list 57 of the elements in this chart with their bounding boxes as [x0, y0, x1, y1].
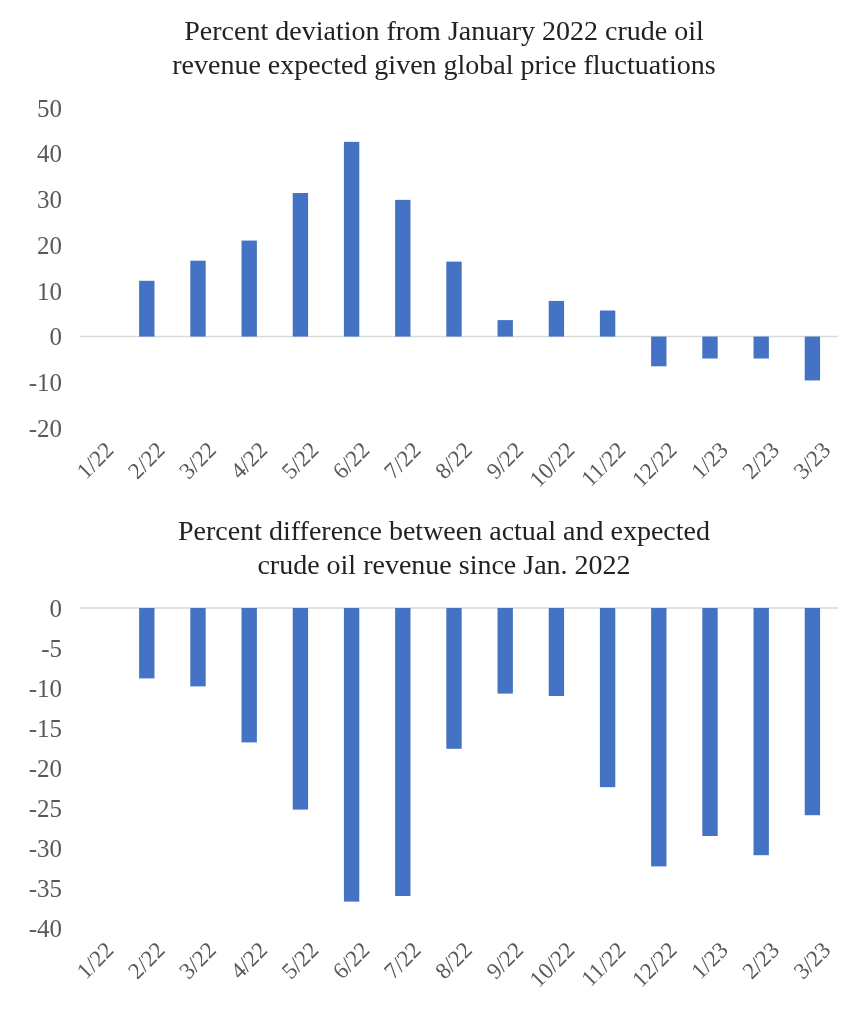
y-tick-label: -40	[28, 914, 62, 942]
bar	[497, 320, 513, 337]
x-tick-label: 9/22	[481, 437, 529, 484]
x-tick-label: 7/22	[379, 437, 426, 484]
y-tick-label: 0	[49, 594, 62, 622]
y-tick-label: -30	[28, 834, 62, 862]
x-tick-label: 3/23	[788, 937, 836, 984]
x-tick-label: 3/22	[174, 437, 221, 484]
y-tick-label: 10	[37, 277, 62, 305]
x-tick-label: 1/23	[686, 937, 733, 984]
y-tick-label: -35	[28, 874, 62, 902]
bar	[651, 336, 667, 367]
bar	[190, 260, 206, 337]
y-tick-label: -20	[28, 414, 62, 442]
x-tick-label: 3/22	[174, 937, 221, 984]
x-tick-label: 4/22	[225, 437, 273, 484]
x-tick-label: 9/22	[481, 937, 529, 984]
bar	[753, 336, 769, 359]
y-tick-label: 0	[49, 323, 62, 351]
bar	[241, 240, 257, 337]
x-tick-label: 8/22	[430, 437, 477, 484]
x-tick-label: 8/22	[430, 937, 477, 984]
x-tick-label: 1/23	[686, 437, 733, 484]
x-tick-label: 6/22	[327, 937, 375, 984]
x-tick-label: 7/22	[379, 937, 426, 984]
bar	[599, 310, 616, 337]
y-tick-label: -20	[28, 754, 62, 782]
bar	[292, 193, 309, 337]
bar	[395, 199, 411, 337]
chart-title: Percent difference between actual and expected crude oil revenue since Jan. 2022	[178, 515, 710, 580]
x-tick-label: 6/22	[327, 437, 375, 484]
x-tick-label: 2/22	[123, 437, 170, 484]
chart-title: Percent deviation from January 2022 crude oil revenue expected given global price fluctuations	[172, 15, 716, 80]
y-tick-label: -15	[28, 714, 62, 742]
bar	[343, 141, 360, 337]
x-tick-label: 5/22	[276, 437, 324, 484]
y-tick-label: 40	[37, 140, 62, 168]
x-tick-label: 1/22	[71, 937, 119, 984]
y-tick-label: -25	[28, 794, 62, 822]
bar	[548, 300, 565, 337]
y-tick-label: -10	[28, 674, 62, 702]
y-tick-label: -5	[41, 634, 62, 662]
x-tick-label: 5/22	[276, 937, 324, 984]
bar	[139, 280, 155, 337]
y-tick-label: 20	[37, 231, 62, 259]
y-tick-label: 50	[37, 94, 62, 122]
x-tick-label: 2/23	[737, 937, 785, 984]
x-tick-label: 1/22	[71, 437, 119, 484]
bar	[804, 336, 821, 381]
bar	[446, 261, 462, 337]
y-tick-label: 30	[37, 186, 62, 214]
bar	[702, 336, 718, 359]
x-tick-label: 2/22	[123, 937, 170, 984]
y-tick-label: -10	[28, 369, 62, 397]
x-tick-label: 3/23	[788, 437, 836, 484]
x-tick-label: 4/22	[225, 937, 273, 984]
x-tick-label: 2/23	[737, 437, 785, 484]
